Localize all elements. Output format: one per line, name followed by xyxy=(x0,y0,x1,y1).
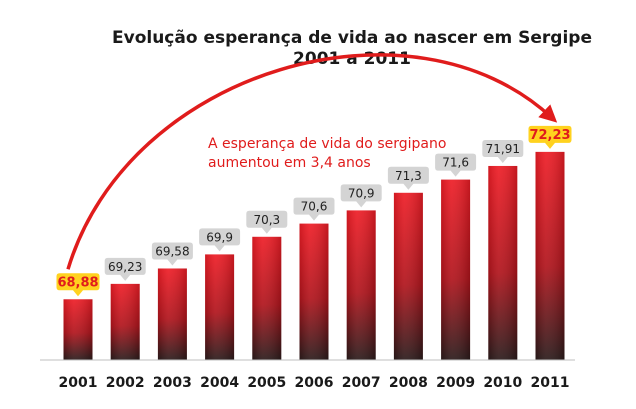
x-tick-2006: 2006 xyxy=(295,375,334,391)
data-label-2010: 71,91 xyxy=(482,139,524,163)
bar-shade-2002 xyxy=(110,283,140,360)
data-label-2011: 72,23 xyxy=(528,125,572,149)
bar-shade-2004 xyxy=(205,254,235,360)
x-tick-2004: 2004 xyxy=(200,375,239,391)
data-label-text-2010: 71,91 xyxy=(486,142,520,156)
data-label-box-2010 xyxy=(482,139,524,163)
x-tick-2008: 2008 xyxy=(389,375,428,391)
data-label-box-2008 xyxy=(387,166,429,190)
data-label-text-2006: 70,6 xyxy=(301,200,328,214)
data-label-box-2003 xyxy=(151,242,193,266)
data-label-2008: 71,3 xyxy=(387,166,429,190)
data-label-text-2002: 69,23 xyxy=(108,260,142,274)
x-tick-2005: 2005 xyxy=(247,375,286,391)
x-ticks-group: 2001 2002 2003 2004 2005 2006 2007 2008 2009 2010… xyxy=(59,375,570,391)
data-label-text-2009: 71,6 xyxy=(442,156,469,170)
data-label-box-2009 xyxy=(435,153,477,177)
x-tick-2001: 2001 xyxy=(59,375,98,391)
bar-shade-2003 xyxy=(157,268,187,360)
data-label-box-2006 xyxy=(293,197,335,221)
data-label-box-2011 xyxy=(528,125,572,149)
bar-shade-2006 xyxy=(299,223,329,360)
bar-shade-2009 xyxy=(441,179,471,360)
data-label-text-2011: 72,23 xyxy=(529,128,570,143)
annotation-line-2: aumentou em 3,4 anos xyxy=(208,155,371,171)
bar-shade-2007 xyxy=(346,210,376,360)
data-label-text-2001: 68,88 xyxy=(57,275,98,290)
x-tick-2007: 2007 xyxy=(342,375,381,391)
data-label-text-2005: 70,3 xyxy=(253,213,280,227)
data-label-2004: 69,9 xyxy=(199,228,241,252)
chart-title: Evolução esperança de vida ao nascer em … xyxy=(112,28,592,48)
x-tick-2002: 2002 xyxy=(106,375,145,391)
chart-subtitle: 2001 a 2011 xyxy=(293,49,411,69)
x-tick-2010: 2010 xyxy=(483,375,522,391)
trend-arrow xyxy=(66,53,558,270)
data-label-2001: 68,88 xyxy=(56,273,100,297)
data-label-2006: 70,6 xyxy=(293,197,335,221)
data-label-box-2002 xyxy=(104,257,146,281)
data-label-2003: 69,58 xyxy=(151,242,193,266)
data-label-text-2008: 71,3 xyxy=(395,169,422,183)
bars-group xyxy=(63,151,565,360)
x-tick-2003: 2003 xyxy=(153,375,192,391)
data-label-box-2001 xyxy=(56,273,100,297)
data-label-box-2005 xyxy=(246,210,288,234)
bar-shade-2011 xyxy=(535,151,565,360)
annotation-line-1: A esperança de vida do sergipano xyxy=(208,136,446,152)
data-label-2002: 69,23 xyxy=(104,257,146,281)
x-tick-2011: 2011 xyxy=(531,375,570,391)
x-tick-2009: 2009 xyxy=(436,375,475,391)
data-label-2009: 71,6 xyxy=(435,153,477,177)
data-label-box-2004 xyxy=(199,228,241,252)
data-label-text-2003: 69,58 xyxy=(155,244,189,258)
bar-shade-2005 xyxy=(252,236,282,360)
data-label-2005: 70,3 xyxy=(246,210,288,234)
data-label-2007: 70,9 xyxy=(340,184,382,208)
bar-shade-2010 xyxy=(488,165,518,360)
bar-shade-2008 xyxy=(393,192,423,360)
data-label-box-2007 xyxy=(340,184,382,208)
data-labels-group: 68,88 69,23 69,58 69,9 70,3 70,6 70,9 71,3 71,6 7… xyxy=(56,125,572,297)
bar-shade-2001 xyxy=(63,299,93,360)
data-label-text-2007: 70,9 xyxy=(348,186,375,200)
data-label-text-2004: 69,9 xyxy=(206,230,233,244)
